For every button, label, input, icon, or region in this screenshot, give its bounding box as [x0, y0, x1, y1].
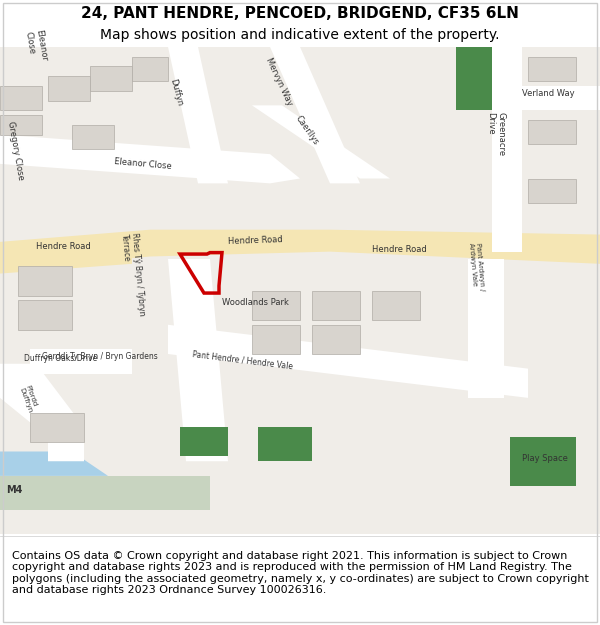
- Polygon shape: [456, 47, 492, 110]
- Polygon shape: [510, 437, 576, 486]
- Polygon shape: [372, 291, 420, 320]
- Text: Play Space: Play Space: [522, 454, 568, 463]
- Polygon shape: [510, 86, 600, 110]
- Polygon shape: [30, 412, 84, 442]
- Polygon shape: [528, 179, 576, 203]
- Text: 24, PANT HENDRE, PENCOED, BRIDGEND, CF35 6LN: 24, PANT HENDRE, PENCOED, BRIDGEND, CF35…: [81, 6, 519, 21]
- Polygon shape: [252, 291, 300, 320]
- Polygon shape: [0, 229, 600, 271]
- Text: Mervyn Way: Mervyn Way: [264, 56, 294, 108]
- Polygon shape: [312, 291, 360, 320]
- Text: Duffyn: Duffyn: [168, 78, 184, 108]
- Text: Verland Way: Verland Way: [522, 89, 575, 98]
- Polygon shape: [18, 266, 72, 296]
- Polygon shape: [72, 125, 114, 149]
- Polygon shape: [492, 47, 522, 252]
- Text: Pant Ardwyn /
Ardwyn Vale: Pant Ardwyn / Ardwyn Vale: [468, 242, 485, 292]
- Polygon shape: [312, 325, 360, 354]
- Text: Pant Hendre / Hendre Vale: Pant Hendre / Hendre Vale: [192, 349, 293, 371]
- Text: Hendre Road: Hendre Road: [36, 242, 91, 251]
- Text: Eleanor
Close: Eleanor Close: [24, 29, 49, 64]
- Text: Woodlands Park: Woodlands Park: [222, 298, 289, 308]
- Text: M4: M4: [6, 485, 22, 495]
- Text: Caerllys: Caerllys: [294, 114, 321, 146]
- Polygon shape: [168, 47, 228, 183]
- Polygon shape: [528, 57, 576, 81]
- Polygon shape: [90, 66, 132, 91]
- Text: Gerddi Ty Bryn / Bryn Gardens: Gerddi Ty Bryn / Bryn Gardens: [42, 352, 158, 361]
- Text: Ffordd
Duffryn: Ffordd Duffryn: [18, 384, 39, 414]
- Text: Hendre Road: Hendre Road: [228, 236, 283, 246]
- Text: Rhes Tŷ Bryn / Tybryn
Terrace: Rhes Tŷ Bryn / Tybryn Terrace: [120, 232, 146, 317]
- Text: Greenacre
Drive: Greenacre Drive: [486, 112, 505, 156]
- Polygon shape: [528, 120, 576, 144]
- Polygon shape: [0, 115, 42, 134]
- Polygon shape: [258, 427, 312, 461]
- Polygon shape: [30, 349, 132, 374]
- Polygon shape: [168, 325, 528, 398]
- Polygon shape: [48, 76, 90, 101]
- Polygon shape: [0, 134, 300, 183]
- Polygon shape: [270, 47, 360, 183]
- Polygon shape: [0, 364, 84, 461]
- Polygon shape: [252, 106, 390, 179]
- Text: Contains OS data © Crown copyright and database right 2021. This information is : Contains OS data © Crown copyright and d…: [12, 551, 589, 596]
- Polygon shape: [0, 451, 108, 476]
- Text: Eleanor Close: Eleanor Close: [114, 157, 172, 171]
- Text: Map shows position and indicative extent of the property.: Map shows position and indicative extent…: [100, 28, 500, 42]
- Text: Gregory Close: Gregory Close: [6, 120, 25, 181]
- Polygon shape: [132, 57, 168, 81]
- Text: Hendre Road: Hendre Road: [372, 244, 427, 254]
- Text: Duffryn Oaks Drive: Duffryn Oaks Drive: [24, 354, 97, 363]
- Polygon shape: [468, 259, 504, 398]
- Polygon shape: [0, 476, 210, 510]
- Polygon shape: [252, 325, 300, 354]
- Polygon shape: [168, 259, 228, 461]
- Polygon shape: [0, 86, 42, 110]
- Polygon shape: [18, 301, 72, 329]
- Polygon shape: [180, 427, 228, 456]
- Polygon shape: [0, 239, 132, 274]
